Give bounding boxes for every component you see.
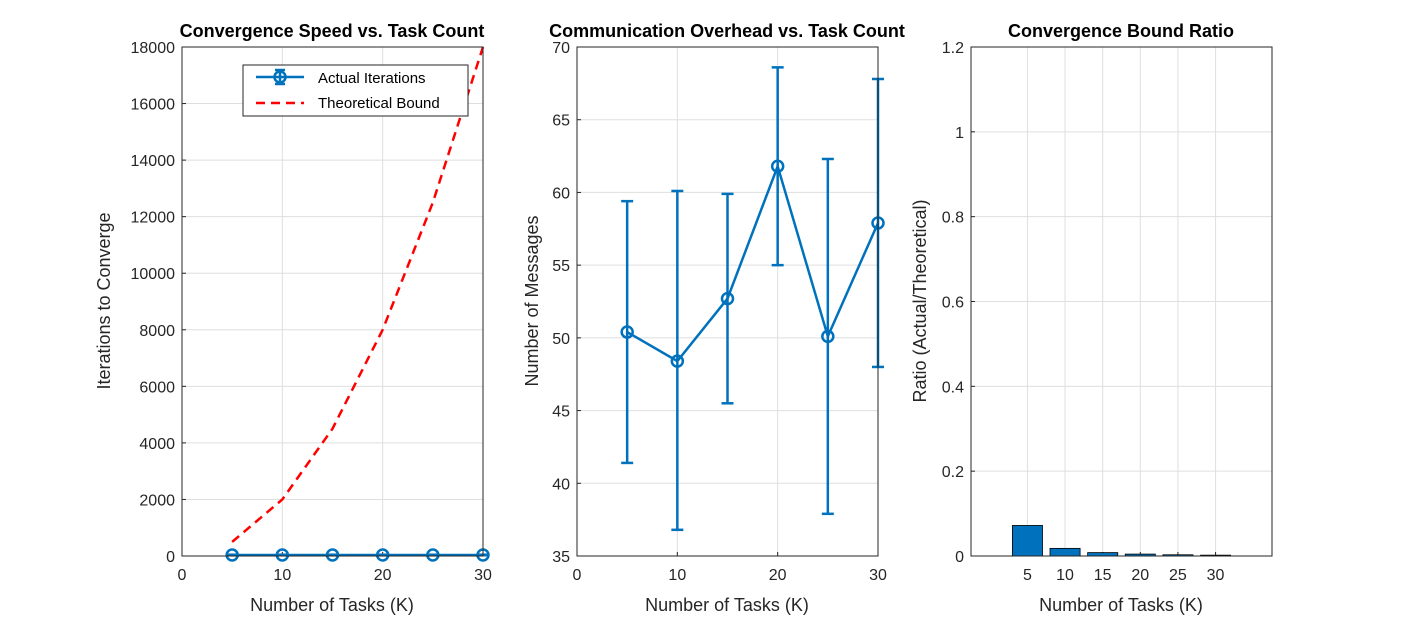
panel2-title: Communication Overhead vs. Task Count <box>549 21 905 41</box>
panel1-ylabel: Iterations to Converge <box>94 212 114 389</box>
panel2-xlabel: Number of Tasks (K) <box>645 595 809 615</box>
y-tick-label: 0.4 <box>942 379 964 396</box>
x-tick-label: 20 <box>1131 567 1149 584</box>
panel3-marks <box>1011 525 1232 557</box>
y-tick-label: 0.6 <box>942 295 964 312</box>
x-tick-label: 20 <box>374 567 392 584</box>
bar-15 <box>1087 552 1119 557</box>
y-tick-label: 0.8 <box>942 210 964 227</box>
x-tick-label: 30 <box>474 567 492 584</box>
panel2-ylabel: Number of Messages <box>522 215 542 386</box>
data-point <box>225 548 239 562</box>
legend-label-actual: Actual Iterations <box>318 70 426 87</box>
y-tick-label: 0 <box>955 549 964 566</box>
x-tick-label: 10 <box>273 567 291 584</box>
data-point <box>720 291 735 306</box>
y-tick-label: 6000 <box>139 379 175 396</box>
y-tick-label: 14000 <box>131 153 176 170</box>
x-tick-label: 10 <box>668 567 686 584</box>
y-tick-label: 60 <box>552 185 570 202</box>
x-tick-label: 0 <box>573 567 582 584</box>
y-tick-label: 0.2 <box>942 464 964 481</box>
panel2-tick-labels: 0 10 20 30 35 40 45 50 55 60 65 70 <box>552 40 887 584</box>
panel1-axes-box <box>181 46 484 557</box>
series-line <box>626 162 880 363</box>
y-tick-label: 1.2 <box>942 40 964 57</box>
data-point <box>821 329 835 344</box>
data-point <box>426 548 440 562</box>
panel-convergence-speed: 0 10 20 30 0 2000 4000 6000 8000 10000 12000 14000 1… <box>94 21 492 615</box>
panel1-xlabel: Number of Tasks (K) <box>250 595 414 615</box>
y-tick-label: 2000 <box>139 492 175 509</box>
panel1-legend: Actual Iterations Theoretical Bound <box>242 64 469 117</box>
legend-label-bound: Theoretical Bound <box>318 95 440 112</box>
bar-10 <box>1049 547 1081 557</box>
x-tick-label: 5 <box>1023 567 1032 584</box>
series-line-theoretical-bound <box>231 46 485 543</box>
y-tick-label: 40 <box>552 476 570 493</box>
y-tick-label: 16000 <box>131 97 176 114</box>
y-tick-label: 10000 <box>131 266 176 283</box>
panel3-axes-box <box>970 46 1273 557</box>
data-point <box>770 159 785 174</box>
panel3-title: Convergence Bound Ratio <box>1008 21 1234 41</box>
y-tick-label: 4000 <box>139 436 175 453</box>
legend-swatch-actual <box>256 68 304 86</box>
y-tick-label: 0 <box>166 549 175 566</box>
data-point <box>375 548 390 562</box>
y-tick-label: 18000 <box>131 40 176 57</box>
x-tick-label: 30 <box>1207 567 1225 584</box>
data-point <box>670 354 685 368</box>
y-tick-label: 50 <box>552 331 570 348</box>
panel1-marks <box>225 46 490 562</box>
data-point <box>275 548 290 562</box>
y-tick-label: 35 <box>552 549 570 566</box>
y-tick-label: 12000 <box>131 210 176 227</box>
x-tick-label: 25 <box>1169 567 1187 584</box>
panel1-tick-labels: 0 10 20 30 0 2000 4000 6000 8000 10000 12000 14000 1… <box>131 40 493 584</box>
y-tick-label: 45 <box>552 404 570 421</box>
x-tick-label: 0 <box>178 567 187 584</box>
x-tick-label: 15 <box>1094 567 1112 584</box>
y-tick-label: 1 <box>955 125 964 142</box>
x-tick-label: 10 <box>1056 567 1074 584</box>
panel2-axes-box <box>576 46 879 557</box>
x-tick-label: 30 <box>869 567 887 584</box>
y-tick-label: 70 <box>552 40 570 57</box>
panel1-title: Convergence Speed vs. Task Count <box>180 21 485 41</box>
bar-5 <box>1011 525 1043 557</box>
data-point <box>620 325 634 339</box>
panel3-xlabel: Number of Tasks (K) <box>1039 595 1203 615</box>
y-tick-label: 65 <box>552 113 570 130</box>
panel3-ylabel: Ratio (Actual/Theoretical) <box>910 199 930 402</box>
panel3-tick-labels: 5 10 15 20 25 30 0 0.2 0.4 0.6 0.8 1 1.2 <box>942 40 1225 584</box>
y-tick-label: 8000 <box>139 323 175 340</box>
y-tick-label: 55 <box>552 258 570 275</box>
panel-convergence-bound-ratio: 5 10 15 20 25 30 0 0.2 0.4 0.6 0.8 1 1.2 Convergence… <box>910 21 1273 615</box>
x-tick-label: 20 <box>769 567 787 584</box>
panel-communication-overhead: 0 10 20 30 35 40 45 50 55 60 65 70 Communication Ov… <box>522 21 905 615</box>
data-point <box>325 548 340 562</box>
